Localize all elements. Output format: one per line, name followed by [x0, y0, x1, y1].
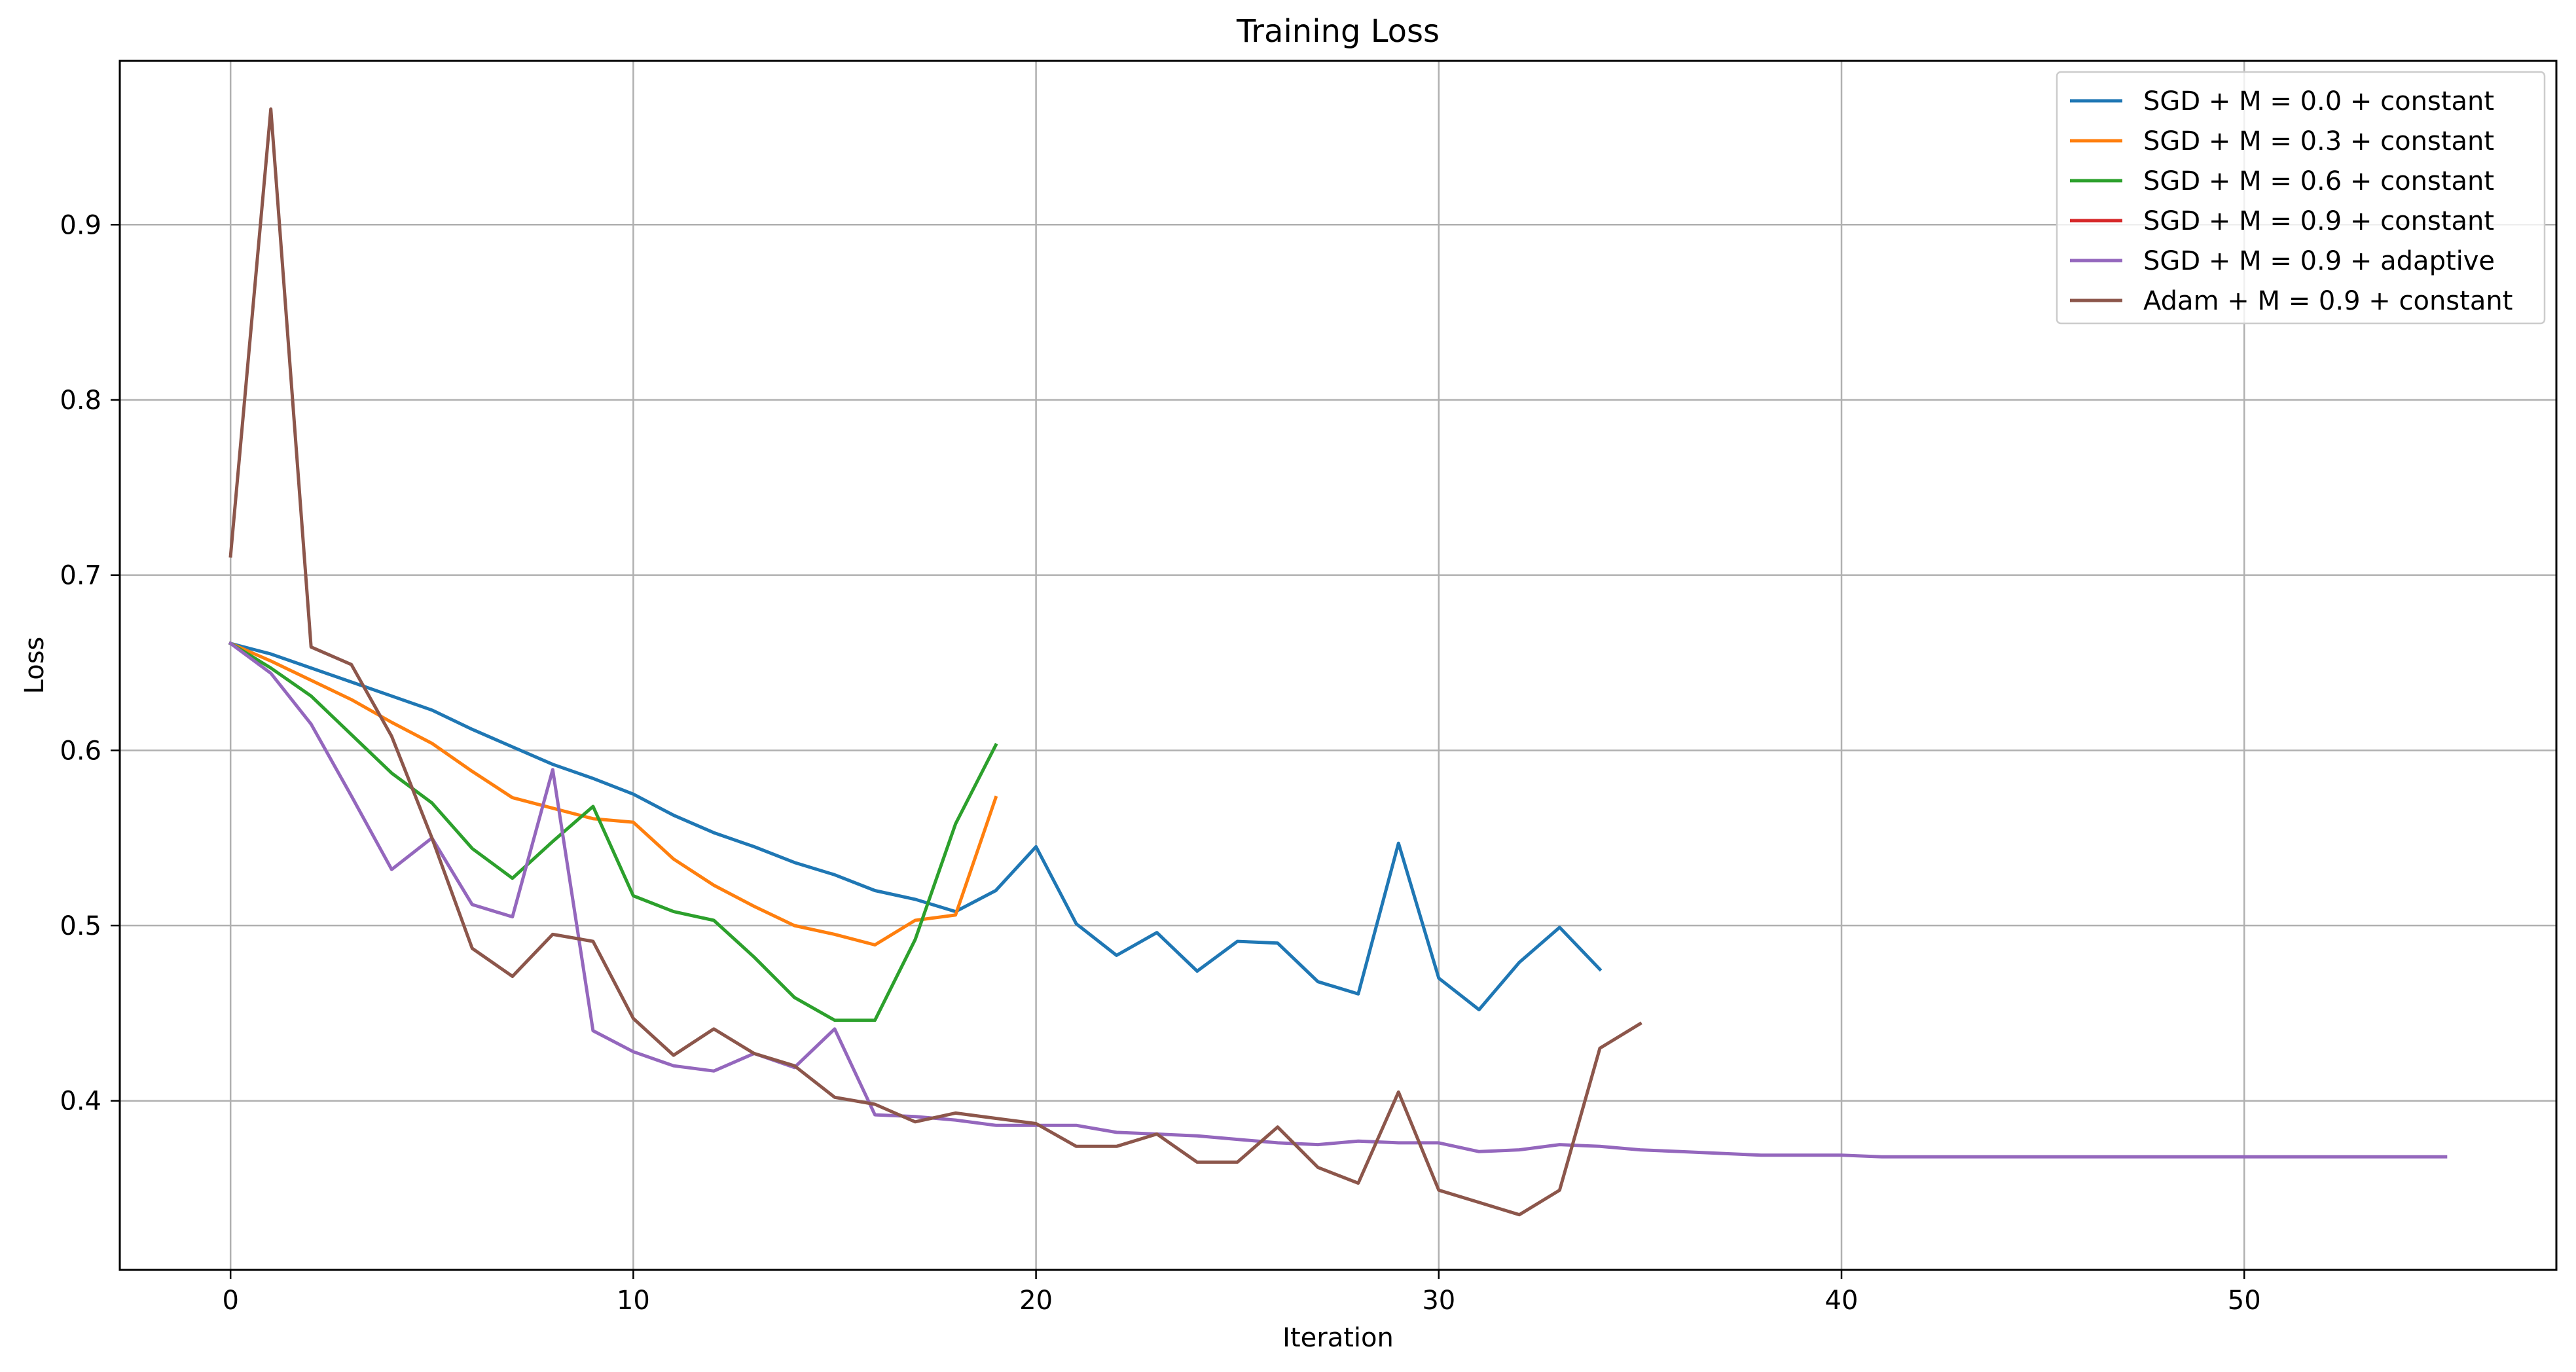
legend-box	[2056, 71, 2546, 325]
x-tick-label: 20	[1019, 1286, 1053, 1316]
y-tick-label: 0.5	[60, 911, 101, 941]
series-line-5	[228, 641, 2448, 1159]
y-axis-title: Loss	[20, 637, 50, 695]
x-tick-label: 10	[617, 1286, 650, 1316]
series-line-6	[228, 107, 1642, 1217]
y-tick-label: 0.8	[60, 386, 101, 416]
legend-label: Adam + M = 0.9 + constant	[2143, 286, 2513, 316]
legend-label: SGD + M = 0.0 + constant	[2143, 86, 2494, 117]
axis-ticks: 0 10 20 30 40 50 0.4 0.5 0.6 0.7 0.8 0.9	[60, 210, 2260, 1316]
legend-label: SGD + M = 0.9 + adaptive	[2143, 246, 2495, 276]
x-tick-label: 50	[2228, 1286, 2261, 1316]
legend-label: SGD + M = 0.3 + constant	[2143, 126, 2494, 156]
chart-title: Training Loss	[1236, 13, 1440, 50]
plot-frame	[118, 60, 2558, 1271]
series-line-1	[228, 641, 1603, 1011]
y-tick-label: 0.9	[60, 210, 101, 240]
x-tick-label: 30	[1422, 1286, 1455, 1316]
legend-label: SGD + M = 0.6 + constant	[2143, 166, 2494, 196]
x-tick-label: 0	[222, 1286, 238, 1316]
x-axis-title: Iteration	[1282, 1323, 1394, 1353]
series-line-3	[228, 641, 998, 1022]
legend-label: SGD + M = 0.9 + constant	[2143, 206, 2494, 236]
y-tick-label: 0.4	[60, 1087, 101, 1117]
grid	[120, 61, 2556, 1270]
series-line-2	[228, 641, 998, 947]
y-tick-label: 0.6	[60, 736, 101, 766]
y-tick-label: 0.7	[60, 561, 101, 591]
legend: SGD + M = 0.0 + constant SGD + M = 0.3 + …	[2056, 71, 2546, 325]
series-lines	[228, 107, 2448, 1217]
x-tick-label: 40	[1825, 1286, 1859, 1316]
